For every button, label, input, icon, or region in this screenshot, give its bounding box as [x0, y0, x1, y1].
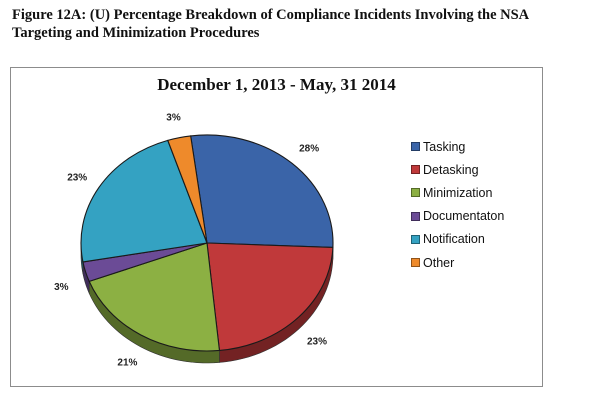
legend-label: Detasking: [423, 162, 479, 177]
pie-slices: [80, 134, 334, 352]
pie-chart: 28% 23% 21% 3% 23% 3%: [54, 113, 334, 369]
pie-label-tasking: 28%: [299, 143, 319, 154]
legend-label: Documentaton: [423, 209, 505, 224]
pie-labels: 28% 23% 21% 3% 23% 3%: [54, 113, 327, 369]
pie-label-notification: 23%: [67, 173, 87, 184]
chart-title: December 1, 2013 - May, 31 2014: [157, 75, 396, 94]
legend-swatch: [411, 234, 420, 244]
legend-item-documentaton: Documentaton: [411, 205, 541, 228]
legend-item-other: Other: [411, 251, 541, 274]
legend-swatch: [411, 165, 420, 175]
pie-slice-detasking: [206, 242, 334, 352]
legend-item-detasking: Detasking: [411, 158, 541, 181]
legend-swatch: [411, 188, 420, 198]
pie-slice-minimization: [88, 242, 221, 352]
pie-label-documentaton: 3%: [54, 282, 69, 293]
figure-caption-line2: Targeting and Minimization Procedures: [12, 25, 260, 41]
legend-swatch: [411, 258, 420, 268]
legend-item-notification: Notification: [411, 228, 541, 251]
chart-container: December 1, 2013 - May, 31 2014 28% 23% 21…: [10, 67, 543, 387]
legend-item-tasking: Tasking: [411, 135, 541, 158]
figure-caption-line1: Figure 12A: (U) Percentage Breakdown of …: [12, 7, 530, 23]
legend-label: Tasking: [423, 139, 466, 154]
legend-swatch: [411, 211, 420, 221]
legend-item-minimization: Minimization: [411, 181, 541, 204]
legend-swatch: [411, 142, 420, 152]
figure-caption: Figure 12A: (U) Percentage Breakdown of …: [12, 6, 587, 42]
pie-label-other: 3%: [166, 113, 181, 124]
pie-slice-tasking: [190, 134, 334, 249]
legend-label: Notification: [423, 232, 485, 247]
pie-slice-notification: [80, 139, 208, 263]
pie-label-minimization: 21%: [117, 358, 137, 369]
pie-slice-other: [167, 135, 208, 244]
legend-label: Other: [423, 255, 455, 270]
chart-legend: Tasking Detasking Minimization Documentaton…: [411, 135, 541, 274]
pie-label-detasking: 23%: [307, 336, 327, 347]
legend-label: Minimization: [423, 185, 493, 200]
